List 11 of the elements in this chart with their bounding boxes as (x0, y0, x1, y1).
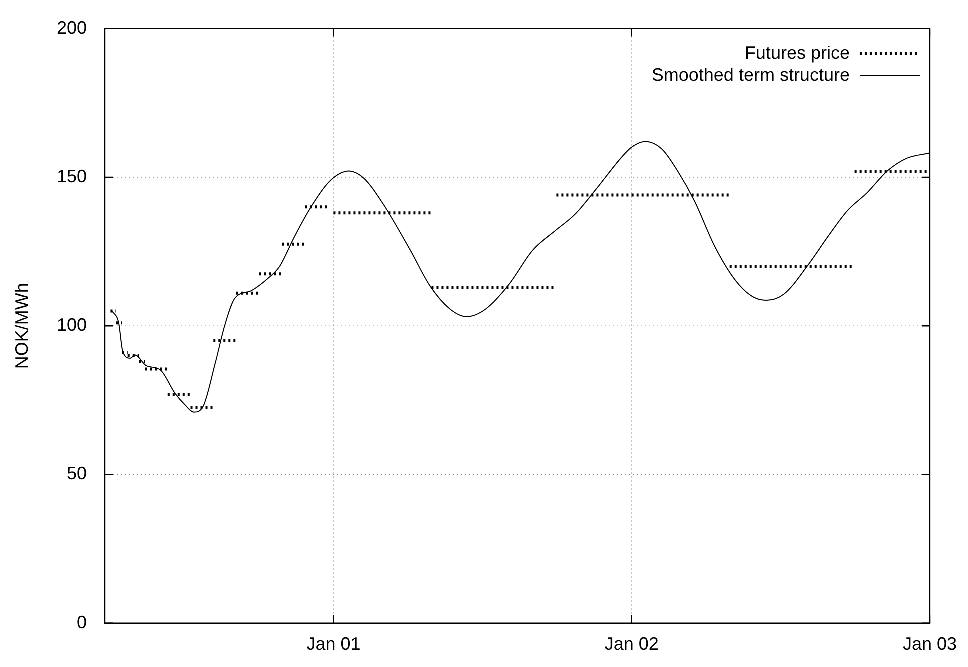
y-tick-label: 0 (76, 612, 87, 632)
y-tick-label: 100 (56, 315, 87, 336)
y-tick-label: 150 (56, 166, 87, 186)
y-axis-title: NOK/MWh (12, 283, 32, 370)
legend-label: Futures price (744, 42, 850, 63)
y-tick-label: 50 (66, 464, 87, 484)
legend-label: Smoothed term structure (652, 64, 850, 85)
x-tick-label: Jan 03 (902, 634, 957, 654)
x-tick-label: Jan 02 (604, 634, 659, 654)
x-tick-label: Jan 01 (306, 634, 361, 654)
y-tick-label: 200 (56, 18, 87, 38)
